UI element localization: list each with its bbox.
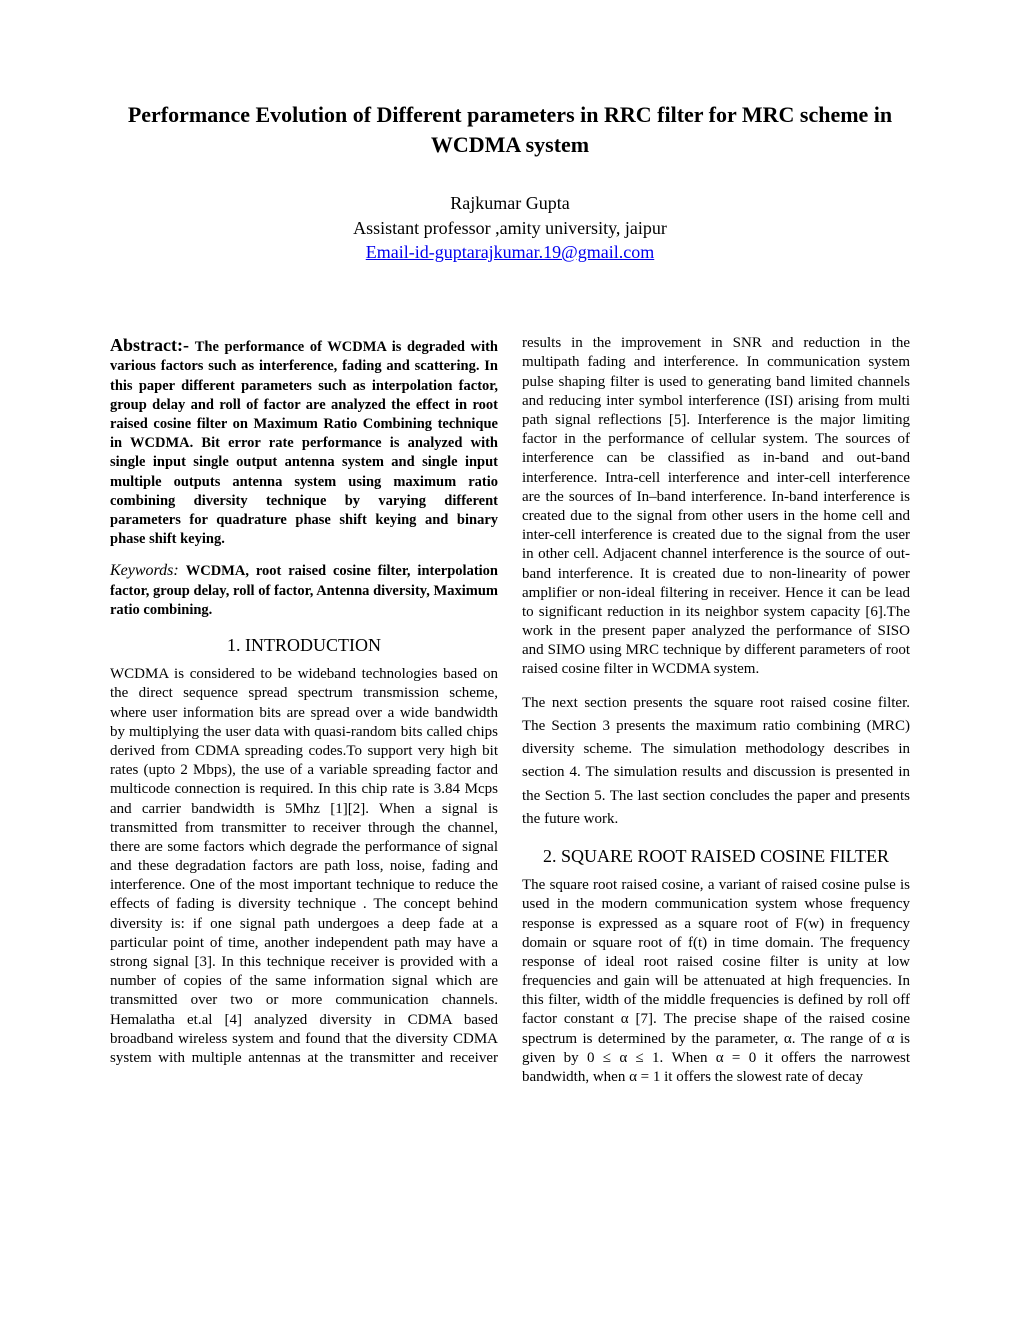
keywords-label: Keywords: [110, 562, 179, 579]
abstract-body: The performance of WCDMA is degraded wit… [110, 339, 498, 547]
author-block: Rajkumar Gupta Assistant professor ,amit… [110, 191, 910, 264]
keywords-para: Keywords: WCDMA, root raised cosine filt… [110, 561, 498, 620]
abstract-para: Abstract:- The performance of WCDMA is d… [110, 334, 498, 549]
section-2-heading: 2. SQUARE ROOT RAISED COSINE FILTER [522, 845, 910, 868]
section-2-p1: The square root raised cosine, a variant… [522, 876, 910, 1087]
author-affiliation: Assistant professor ,amity university, j… [110, 216, 910, 240]
author-email-link[interactable]: Email-id-guptarajkumar.19@gmail.com [366, 242, 655, 262]
paper-page: Performance Evolution of Different param… [0, 0, 1020, 1320]
abstract-label: Abstract:- [110, 335, 189, 355]
section-1-p2: The next section presents the square roo… [522, 692, 910, 832]
paper-title: Performance Evolution of Different param… [110, 100, 910, 159]
section-1-heading: 1. INTRODUCTION [110, 634, 498, 657]
author-name: Rajkumar Gupta [110, 191, 910, 215]
two-column-body: Abstract:- The performance of WCDMA is d… [110, 334, 910, 1087]
